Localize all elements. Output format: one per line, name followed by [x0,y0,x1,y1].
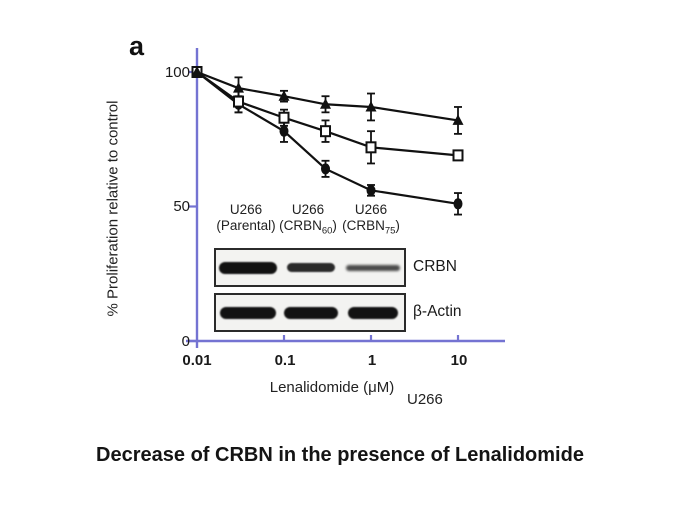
y-tick-0: 0 [181,333,190,350]
x-tick-10: 10 [450,352,468,369]
blot-band-lane [216,261,280,274]
blot-band-lane [280,263,342,272]
western-blot-crbn [214,248,406,287]
blot-row-label-actin: β-Actin [413,303,462,320]
lane-label-parental: U266 (Parental) [204,202,288,239]
blot-band-lane [216,306,280,319]
y-tick-100: 100 [164,64,190,81]
blot-band-lane [342,306,404,319]
panel-label: a [129,31,145,61]
x-axis-title: Lenalidomide (μM) [269,379,395,396]
blot-band-lane [342,264,404,271]
lane-label-line2: (Parental) [216,217,276,233]
x-tick-0.01: 0.01 [182,352,212,369]
x-tick-0.1: 0.1 [274,352,296,369]
lane-label-line1: U266 [291,202,325,217]
lane-label-line2: (CRBN60) [279,217,337,237]
blot-row-label-crbn: CRBN [413,258,457,275]
x-tick-1: 1 [367,352,377,369]
lane-label-crbn75: U266 (CRBN75) [332,202,410,239]
y-tick-50: 50 [173,198,190,215]
cell-line-annotation: U266 [407,391,443,408]
lane-label-line1: U266 [354,202,388,217]
lane-label-crbn60: U266 (CRBN60) [270,202,346,239]
crbn-band-row [216,250,404,285]
figure-title: Decrease of CRBN in the presence of Lena… [96,444,584,466]
lane-label-line1: U266 [229,202,263,217]
western-blot-actin [214,293,406,332]
y-axis-title: % Proliferation relative to control [104,100,122,317]
actin-band-row [216,295,404,330]
lane-label-line2: (CRBN75) [342,217,400,237]
blot-band-lane [280,306,342,319]
